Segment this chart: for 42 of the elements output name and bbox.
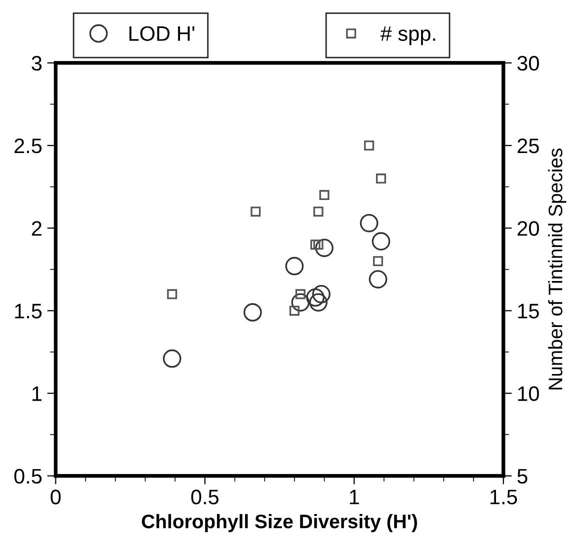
x-tick-label: 0.5: [191, 490, 219, 504]
y2-tick-label: 20: [518, 221, 539, 236]
y2-tick-label: 10: [518, 386, 539, 402]
y2-tick-label: 30: [517, 56, 539, 71]
y2-tick-label: 5: [517, 469, 528, 484]
point: [289, 306, 300, 316]
point: [291, 293, 310, 312]
point: [360, 214, 378, 232]
y-tick-label: 2.5: [14, 138, 42, 154]
y-tick-label: 1: [32, 386, 42, 401]
legend-label: LOD H': [129, 26, 194, 41]
point: [310, 240, 320, 250]
point: [285, 256, 304, 276]
point: [319, 190, 330, 200]
point: [364, 140, 374, 151]
point: [167, 289, 178, 300]
point: [313, 240, 324, 250]
x-tick-label: 0: [50, 490, 61, 504]
point: [372, 232, 390, 250]
point: [295, 289, 306, 300]
point: [376, 174, 386, 184]
y-tick-label: 3: [32, 56, 42, 71]
y-tick-label: 1.5: [15, 304, 42, 318]
point: [162, 349, 182, 368]
y-tick-label: 0.5: [14, 468, 42, 484]
point: [373, 256, 384, 266]
legend-label: # spp.: [380, 26, 436, 46]
point: [309, 293, 328, 312]
y2-tick-label: 15: [518, 304, 539, 318]
y-tick-label: 2: [32, 221, 42, 236]
x-axis-title: Chlorophyll Size Diversity (H'): [142, 514, 418, 532]
point: [306, 288, 325, 307]
x-tick-label: 1: [350, 490, 359, 504]
point: [315, 238, 334, 258]
point: [312, 285, 330, 304]
point: [368, 270, 388, 288]
x-tick-label: 1.5: [490, 490, 518, 504]
y2-tick-label: 25: [518, 138, 539, 154]
point: [250, 206, 261, 217]
point: [244, 303, 262, 322]
y2-axis-title: Number of Tintinnid Species: [548, 148, 566, 390]
point: [313, 206, 324, 217]
